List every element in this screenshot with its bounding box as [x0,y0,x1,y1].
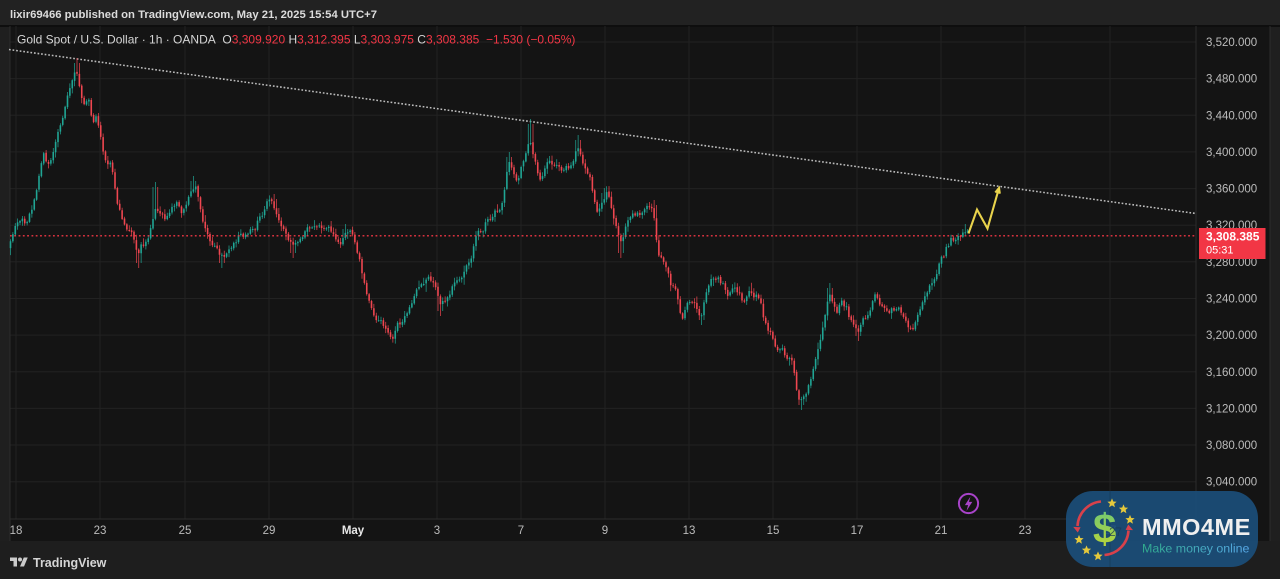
svg-text:3,040.000: 3,040.000 [1206,477,1257,489]
svg-text:9: 9 [602,525,608,537]
svg-text:May: May [342,525,365,537]
svg-text:3,240.000: 3,240.000 [1206,294,1257,306]
svg-text:25: 25 [179,525,192,537]
svg-text:3,080.000: 3,080.000 [1206,440,1257,452]
svg-text:3,120.000: 3,120.000 [1206,403,1257,415]
svg-text:3,480.000: 3,480.000 [1206,74,1257,86]
svg-text:23: 23 [94,525,107,537]
svg-text:27: 27 [1109,527,1122,539]
svg-text:3,440.000: 3,440.000 [1206,110,1257,122]
svg-text:3,400.000: 3,400.000 [1206,147,1257,159]
svg-text:17: 17 [851,525,864,537]
svg-text:3,308.385: 3,308.385 [1206,230,1260,244]
svg-text:3,160.000: 3,160.000 [1206,367,1257,379]
svg-text:TradingView: TradingView [33,556,107,570]
svg-text:Gold Spot / U.S. Dollar · 1h ·: Gold Spot / U.S. Dollar · 1h · OANDA O3,… [17,33,575,47]
svg-text:13: 13 [683,525,696,537]
svg-text:3,200.000: 3,200.000 [1206,330,1257,342]
svg-text:3,360.000: 3,360.000 [1206,184,1257,196]
svg-text:18: 18 [10,525,23,537]
svg-text:Make money online: Make money online [1142,542,1250,556]
svg-text:$: $ [1093,505,1116,552]
svg-text:lixir69466 published on Tradin: lixir69466 published on TradingView.com,… [10,9,377,21]
svg-text:3: 3 [434,525,440,537]
svg-text:MMO4ME: MMO4ME [1142,514,1251,540]
svg-text:21: 21 [935,525,948,537]
svg-text:7: 7 [518,525,524,537]
svg-text:29: 29 [263,525,276,537]
svg-text:3,520.000: 3,520.000 [1206,37,1257,49]
svg-text:15: 15 [767,525,780,537]
svg-text:3,280.000: 3,280.000 [1206,257,1257,269]
svg-text:05:31: 05:31 [1206,245,1234,257]
svg-text:23: 23 [1019,525,1032,537]
